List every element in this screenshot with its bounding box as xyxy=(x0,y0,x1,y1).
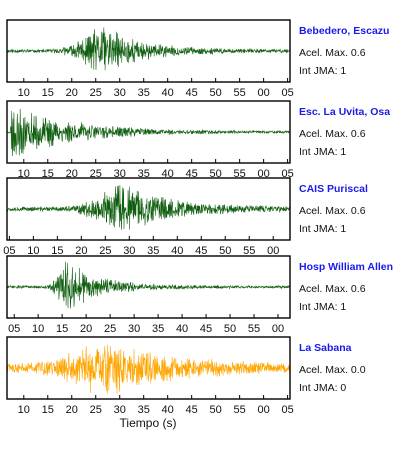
x-tick-label: 15 xyxy=(42,87,54,99)
x-tick-label: 45 xyxy=(186,87,198,99)
jma-intensity-label: Int JMA: 0 xyxy=(299,382,346,394)
x-tick-label: 40 xyxy=(162,168,174,180)
jma-intensity-label: Int JMA: 1 xyxy=(299,301,346,313)
x-tick-label: 35 xyxy=(147,245,159,257)
x-tick-label: 15 xyxy=(42,168,54,180)
x-tick-label: 50 xyxy=(210,404,222,416)
x-tick-label: 40 xyxy=(162,87,174,99)
waveform-trace xyxy=(7,108,290,156)
x-tick-label: 35 xyxy=(138,168,150,180)
x-tick-label: 20 xyxy=(75,245,87,257)
station-panel: 10 15 20 25 30 35 40 45 50 55 00 05 La Sabana Acel. M… xyxy=(6,336,366,416)
x-tick-label: 00 xyxy=(257,404,269,416)
x-tick-label: 45 xyxy=(186,168,198,180)
jma-intensity-label: Int JMA: 1 xyxy=(299,223,346,235)
x-tick-label: 35 xyxy=(152,323,164,335)
x-tick-label: 10 xyxy=(18,87,30,99)
plot-frame xyxy=(6,336,291,400)
x-tick-label: 40 xyxy=(176,323,188,335)
x-tick-label: 55 xyxy=(248,323,260,335)
max-acceleration-label: Acel. Max. 0.6 xyxy=(299,205,366,217)
x-tick-label: 00 xyxy=(267,245,279,257)
x-tick-label: 00 xyxy=(257,168,269,180)
x-tick-label: 30 xyxy=(128,323,140,335)
station-name: Hosp William Allen xyxy=(299,261,393,273)
x-tick-label: 55 xyxy=(234,87,246,99)
x-tick-label: 40 xyxy=(162,404,174,416)
x-axis-title: Tiempo (s) xyxy=(120,416,177,430)
max-acceleration-label: Acel. Max. 0.6 xyxy=(299,47,366,59)
plot-frame xyxy=(6,19,291,83)
x-tick-label: 20 xyxy=(66,168,78,180)
x-tick-label: 25 xyxy=(90,404,102,416)
station-panel: 10 15 20 25 30 35 40 45 50 55 00 05 Esc. La Uvita, O… xyxy=(6,100,390,180)
x-tick-label: 50 xyxy=(219,245,231,257)
waveform-trace xyxy=(7,27,290,71)
x-tick-label: 50 xyxy=(224,323,236,335)
x-tick-label: 55 xyxy=(243,245,255,257)
x-tick-label: 35 xyxy=(138,404,150,416)
x-tick-label: 05 xyxy=(8,323,20,335)
x-tick-label: 25 xyxy=(90,87,102,99)
x-tick-label: 40 xyxy=(171,245,183,257)
x-tick-label: 05 xyxy=(281,168,293,180)
station-panel: 10 15 20 25 30 35 40 45 50 55 00 05 Bebedero, Escazu… xyxy=(6,19,389,99)
x-tick-label: 50 xyxy=(210,168,222,180)
x-tick-label: 25 xyxy=(104,323,116,335)
x-tick-label: 30 xyxy=(114,87,126,99)
x-tick-label: 30 xyxy=(114,404,126,416)
max-acceleration-label: Acel. Max. 0.6 xyxy=(299,128,366,140)
plot-frame xyxy=(6,255,291,319)
x-tick-label: 35 xyxy=(138,87,150,99)
x-tick-label: 30 xyxy=(114,168,126,180)
max-acceleration-label: Acel. Max. 0.0 xyxy=(299,364,366,376)
x-tick-label: 55 xyxy=(234,168,246,180)
x-tick-label: 45 xyxy=(186,404,198,416)
x-tick-label: 45 xyxy=(200,323,212,335)
x-tick-label: 00 xyxy=(257,87,269,99)
x-tick-label: 00 xyxy=(272,323,284,335)
x-tick-label: 10 xyxy=(32,323,44,335)
waveform-trace xyxy=(7,344,290,394)
x-tick-label: 25 xyxy=(99,245,111,257)
x-tick-label: 30 xyxy=(123,245,135,257)
x-tick-label: 05 xyxy=(3,245,15,257)
max-acceleration-label: Acel. Max. 0.6 xyxy=(299,283,366,295)
jma-intensity-label: Int JMA: 1 xyxy=(299,65,346,77)
x-tick-label: 20 xyxy=(66,404,78,416)
station-name: Esc. La Uvita, Osa xyxy=(299,106,390,118)
x-tick-label: 25 xyxy=(90,168,102,180)
jma-intensity-label: Int JMA: 1 xyxy=(299,146,346,158)
station-panel: 05 10 15 20 25 30 35 40 45 50 55 00 Hosp William All… xyxy=(6,255,393,335)
x-tick-label: 05 xyxy=(281,404,293,416)
x-tick-label: 20 xyxy=(80,323,92,335)
x-tick-label: 55 xyxy=(234,404,246,416)
station-panel: 05 10 15 20 25 30 35 40 45 50 55 00 CAIS Puriscal Ace… xyxy=(3,177,368,257)
x-tick-label: 10 xyxy=(18,168,30,180)
x-tick-label: 05 xyxy=(281,87,293,99)
plot-frame xyxy=(6,177,291,241)
x-tick-label: 10 xyxy=(27,245,39,257)
x-tick-label: 50 xyxy=(210,87,222,99)
x-tick-label: 10 xyxy=(18,404,30,416)
plot-frame xyxy=(6,100,291,164)
waveform-trace xyxy=(7,185,290,230)
x-tick-label: 15 xyxy=(51,245,63,257)
x-tick-label: 15 xyxy=(56,323,68,335)
x-tick-label: 20 xyxy=(66,87,78,99)
waveform-trace xyxy=(7,261,290,309)
station-name: Bebedero, Escazu xyxy=(299,25,389,37)
x-tick-label: 15 xyxy=(42,404,54,416)
station-name: La Sabana xyxy=(299,342,352,354)
x-tick-label: 45 xyxy=(195,245,207,257)
station-name: CAIS Puriscal xyxy=(299,183,368,195)
